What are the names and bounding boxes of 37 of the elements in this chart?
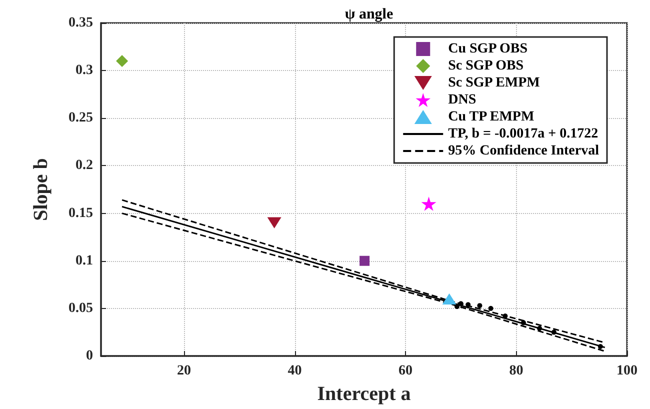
x-axis-title: Intercept a (317, 383, 411, 405)
legend-label: DNS (448, 92, 476, 108)
chart-title: ψ angle (344, 6, 394, 22)
y-tick-label: 0.15 (68, 206, 93, 221)
y-tick-label: 0.25 (68, 110, 93, 126)
x-tick-label: 80 (509, 364, 524, 378)
legend-label: Sc SGP EMPM (448, 76, 540, 90)
point (488, 306, 494, 311)
x-tick-label: 40 (288, 364, 302, 378)
y-tick-label: 0.1 (76, 253, 93, 268)
point (267, 217, 282, 228)
point (360, 256, 370, 266)
legend-label: 95% Confidence Interval (448, 144, 600, 158)
y-tick-label: 0.3 (76, 63, 93, 78)
point (477, 303, 482, 308)
point (458, 301, 464, 306)
legend-label: Cu TP EMPM (448, 110, 534, 124)
legend-label: Sc SGP OBS (448, 58, 524, 74)
y-tick-label: 0 (86, 348, 93, 364)
point (454, 304, 460, 310)
point (466, 302, 471, 308)
point (116, 55, 128, 68)
point (520, 320, 526, 326)
point (598, 344, 603, 349)
point (537, 326, 542, 331)
y-tick-label: 0.35 (68, 16, 93, 30)
y-axis-title: Slope b (30, 158, 52, 221)
point (442, 293, 456, 305)
point (551, 330, 556, 335)
legend-label: TP, b = -0.0017a + 0.1722 (448, 126, 598, 142)
x-tick-label: 20 (177, 364, 192, 378)
x-tick-label: 100 (616, 364, 638, 378)
point (421, 196, 436, 211)
y-tick-label: 0.2 (76, 158, 93, 174)
y-tick-label: 0.05 (68, 300, 93, 316)
x-tick-label: 60 (398, 364, 413, 378)
legend-label: Cu SGP OBS (448, 42, 528, 56)
